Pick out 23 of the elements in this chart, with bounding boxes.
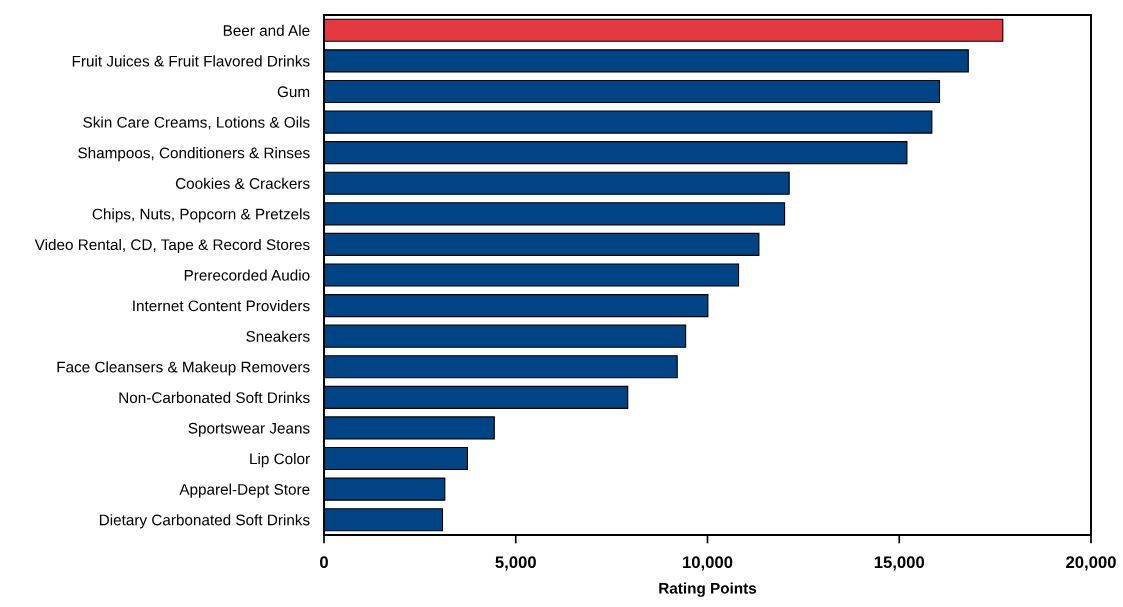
y-tick-label: Skin Care Creams, Lotions & Oils	[83, 116, 310, 130]
y-tick-label: Apparel-Dept Store	[179, 483, 310, 498]
x-tick-label: 10,000	[683, 556, 733, 571]
y-tick-label: Fruit Juices & Fruit Flavored Drinks	[72, 55, 310, 67]
x-tick-label: 0	[320, 556, 328, 569]
y-tick-label: Internet Content Providers	[133, 300, 310, 312]
y-tick-label: Face Cleansers & Makeup Removers	[57, 361, 310, 376]
y-tick-label: Non-Carbonated Soft Drinks	[119, 391, 310, 404]
y-tick-label: Video Rental, CD, Tape & Record Stores	[34, 238, 310, 254]
y-tick-label: Sneakers	[246, 330, 310, 342]
y-tick-label: Chips, Nuts, Popcorn & Pretzels	[92, 208, 310, 223]
y-tick-label: Prerecorded Audio	[184, 269, 310, 281]
y-tick-label: Gum	[277, 86, 310, 98]
y-tick-label: Beer and Ale	[223, 24, 310, 36]
y-tick-label: Shampoos, Conditioners & Rinses	[78, 147, 310, 162]
y-tick-label: Dietary Carbonated Soft Drinks	[99, 514, 310, 529]
x-tick-label: 20,000	[1066, 556, 1116, 571]
x-tick-label: 5,000	[495, 556, 536, 571]
x-tick-label: 15,000	[874, 556, 925, 571]
y-tick-label: Sportswear Jeans	[188, 422, 310, 437]
y-tick-label: Lip Color	[250, 452, 310, 468]
x-axis-title: Rating Points	[659, 582, 757, 597]
y-tick-label: Cookies & Crackers	[175, 177, 310, 189]
